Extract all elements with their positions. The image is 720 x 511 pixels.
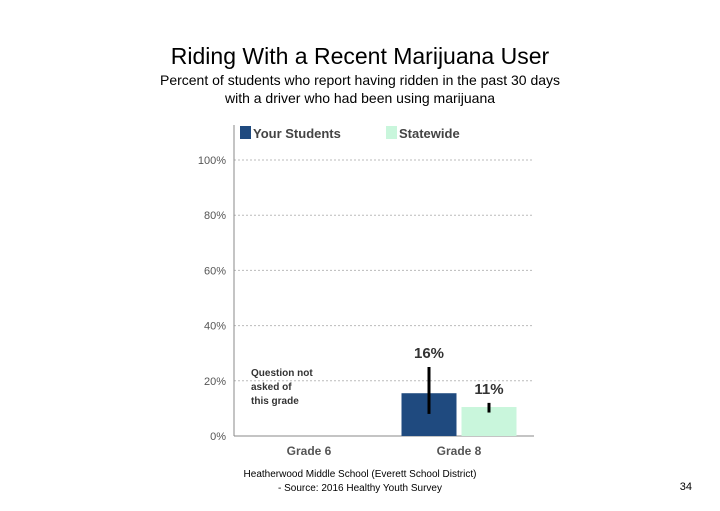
- y-tick-label: 100%: [198, 155, 226, 167]
- data-label: 16%: [414, 345, 444, 362]
- legend-swatch: [240, 126, 251, 139]
- legend-label: Statewide: [399, 126, 460, 141]
- legend-label: Your Students: [253, 126, 341, 141]
- annotation-line: Question not: [251, 368, 313, 379]
- subtitle-line-1: Percent of students who report having ri…: [159, 72, 561, 88]
- y-tick-label: 40%: [204, 321, 226, 333]
- y-tick-label: 80%: [204, 210, 226, 222]
- data-label: 11%: [474, 381, 503, 398]
- y-tick-label: 20%: [204, 376, 226, 388]
- annotation-line: this grade: [251, 396, 299, 407]
- legend-swatch: [386, 126, 397, 139]
- footer-source: - Source: 2016 Healthy Youth Survey: [278, 483, 442, 494]
- footer-school: Heatherwood Middle School (Everett Schoo…: [243, 469, 477, 480]
- y-tick-label: 60%: [204, 265, 226, 277]
- page-number: 34: [679, 481, 692, 493]
- x-tick-label: Grade 8: [437, 444, 482, 458]
- x-tick-label: Grade 6: [287, 444, 332, 458]
- annotation-line: asked of: [251, 382, 292, 393]
- y-tick-label: 0%: [210, 431, 226, 443]
- chart-subtitle: Percent of students who report having ri…: [0, 71, 720, 107]
- footer: Heatherwood Middle School (Everett Schoo…: [200, 468, 520, 496]
- subtitle-line-2: with a driver who had been using marijua…: [224, 90, 496, 106]
- chart-title: Riding With a Recent Marijuana User: [170, 43, 550, 69]
